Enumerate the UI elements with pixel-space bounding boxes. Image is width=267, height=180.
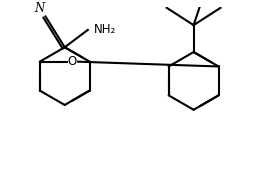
Text: O: O <box>68 55 77 68</box>
Text: N: N <box>34 2 45 15</box>
Text: NH₂: NH₂ <box>93 23 116 36</box>
